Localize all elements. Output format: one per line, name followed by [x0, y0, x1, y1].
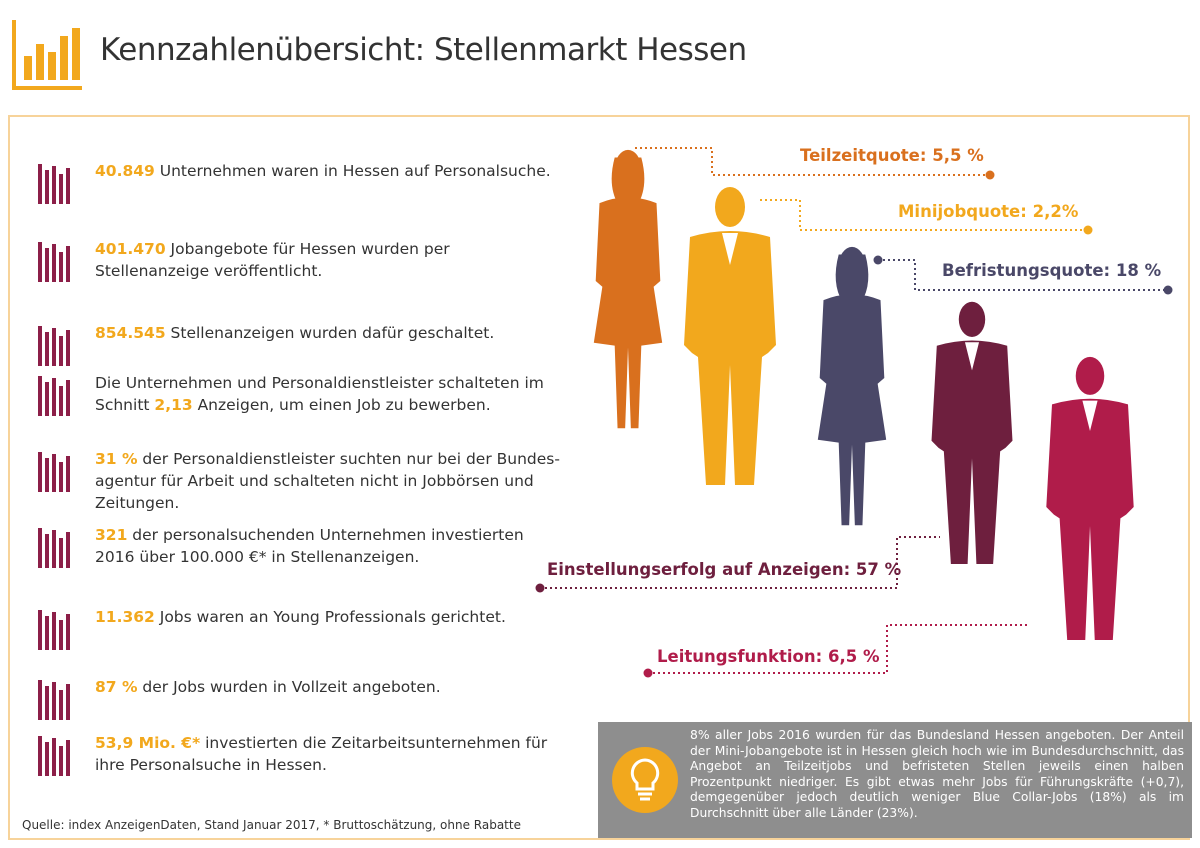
icon-bar — [66, 532, 70, 568]
content-frame — [8, 115, 1190, 840]
icon-bar — [59, 746, 63, 776]
figure-highlight: 854.545 — [95, 324, 166, 342]
icon-bar — [59, 538, 63, 568]
figure-highlight: 401.470 — [95, 240, 166, 258]
figure-text: Anzeigen, um einen Job zu bewerben. — [192, 396, 491, 414]
icon-bar — [66, 456, 70, 492]
figure-text: Die Unternehmen und Personaldienstleiste… — [95, 374, 544, 414]
figure-highlight: 11.362 — [95, 608, 155, 626]
figure-text: Jobs waren an Young Professionals gerich… — [154, 608, 506, 626]
icon-bar — [52, 738, 56, 776]
key-figure: 321 der personalsuchenden Unternehmen in… — [95, 524, 565, 568]
icon-bar — [45, 248, 49, 282]
figure-text: Jobangebote für Hessen wurden per Stelle… — [95, 240, 450, 280]
connector-dots — [535, 170, 1173, 678]
figure-text: investierten die Zeitarbeitsunternehmen … — [95, 734, 548, 774]
icon-bar — [52, 612, 56, 650]
icon-bar — [52, 530, 56, 568]
header-icon — [12, 20, 82, 90]
figure-text: der Jobs wurden in Vollzeit angeboten. — [137, 678, 441, 696]
quote-label: Teilzeitquote: 5,5 % — [800, 146, 984, 165]
icon-bar — [52, 378, 56, 416]
source-note: Quelle: index AnzeigenDaten, Stand Janua… — [22, 818, 521, 832]
icon-bar — [52, 454, 56, 492]
icon-bar — [66, 246, 70, 282]
figure-text: der personalsuchenden Unternehmen invest… — [95, 526, 524, 566]
quote-label: Befristungsquote: 18 % — [942, 261, 1162, 280]
icon-bar — [66, 684, 70, 720]
figure-highlight: 321 — [95, 526, 128, 544]
figure-highlight: 2,13 — [154, 396, 193, 414]
key-figure: Die Unternehmen und Personaldienstleiste… — [95, 372, 565, 416]
figure-text: Unternehmen waren in Hessen auf Personal… — [154, 162, 551, 180]
icon-bar — [52, 166, 56, 204]
key-figure: 11.362 Jobs waren an Young Professionals… — [95, 606, 565, 628]
icon-bar — [52, 244, 56, 282]
icon-bar — [66, 614, 70, 650]
icon-bar — [45, 616, 49, 650]
bulb-icon — [612, 747, 678, 813]
icon-bar — [59, 690, 63, 720]
icon-bar — [59, 620, 63, 650]
info-box: 8% aller Jobs 2016 wurden für das Bundes… — [598, 722, 1192, 838]
icon-bar — [59, 386, 63, 416]
key-figure: 40.849 Unternehmen waren in Hessen auf P… — [95, 160, 565, 182]
icon-bar — [45, 742, 49, 776]
icon-bar — [38, 736, 42, 776]
icon-bar — [66, 740, 70, 776]
quote-label: Minijobquote: 2,2% — [898, 202, 1079, 221]
figure-highlight: 40.849 — [95, 162, 155, 180]
icon-bar — [59, 336, 63, 366]
icon-bar — [38, 326, 42, 366]
figure-text: Stellenanzeigen wurden dafür geschaltet. — [165, 324, 495, 342]
icon-bar — [38, 452, 42, 492]
quote-label: Einstellungserfolg auf Anzeigen: 57 % — [547, 560, 902, 579]
figure-highlight: 53,9 Mio. €* — [95, 734, 201, 752]
key-figure: 87 % der Jobs wurden in Vollzeit angebot… — [95, 676, 565, 698]
icon-bar — [59, 462, 63, 492]
icon-bar — [66, 380, 70, 416]
icon-bar — [45, 458, 49, 492]
icon-bar — [38, 528, 42, 568]
icon-bar — [59, 174, 63, 204]
figure-text: der Personaldienstleister suchten nur be… — [95, 450, 560, 512]
key-figure: 53,9 Mio. €* investierten die Zeitarbeit… — [95, 732, 565, 776]
icon-bar — [59, 252, 63, 282]
key-figure: 854.545 Stellenanzeigen wurden dafür ges… — [95, 322, 565, 344]
icon-bar — [38, 610, 42, 650]
icon-bar — [66, 168, 70, 204]
icon-bar — [38, 242, 42, 282]
figure-highlight: 87 % — [95, 678, 138, 696]
icon-bar — [66, 330, 70, 366]
icon-bar — [38, 164, 42, 204]
icon-bar — [45, 686, 49, 720]
item-icons — [38, 164, 70, 776]
icon-bar — [45, 170, 49, 204]
icon-bar — [38, 376, 42, 416]
figure-highlight: 31 % — [95, 450, 138, 468]
key-figure: 401.470 Jobangebote für Hessen wurden pe… — [95, 238, 565, 282]
page-title: Kennzahlenübersicht: Stellenmarkt Hessen — [100, 32, 747, 68]
quote-label: Leitungsfunktion: 6,5 % — [657, 647, 880, 666]
icon-bar — [52, 328, 56, 366]
icon-bar — [45, 382, 49, 416]
icon-bar — [52, 682, 56, 720]
icon-bar — [38, 680, 42, 720]
connectors — [540, 147, 1168, 674]
key-figure: 31 % der Personaldienstleister suchten n… — [95, 448, 565, 514]
icon-bar — [45, 534, 49, 568]
icon-bar — [45, 332, 49, 366]
info-text: 8% aller Jobs 2016 wurden für das Bundes… — [690, 728, 1184, 820]
